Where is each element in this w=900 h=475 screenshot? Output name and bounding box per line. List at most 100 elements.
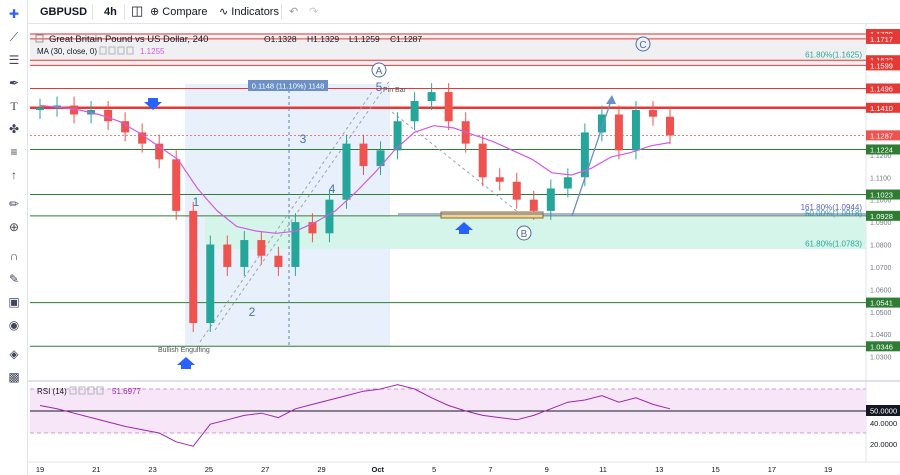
- candle-body: [614, 114, 623, 151]
- rsi-legend-label[interactable]: RSI (14): [37, 387, 67, 396]
- price-badge-label: 1.1023: [870, 191, 893, 200]
- price-tick-label: 1.0600: [870, 287, 892, 294]
- price-badge-label: 1.1717: [870, 35, 893, 44]
- zoom-icon[interactable]: ⊕: [8, 220, 20, 234]
- price-tick-label: 1.0900: [870, 220, 892, 227]
- candle-body: [478, 143, 487, 178]
- chart-title: Great Britain Pound vs US Dollar, 240: [49, 34, 208, 45]
- candle-body: [325, 199, 334, 234]
- fib-icon[interactable]: ≡: [10, 145, 18, 159]
- candle-body: [580, 132, 589, 178]
- candle-body: [359, 143, 368, 167]
- price-badge: [866, 83, 900, 94]
- top-toolbar: GBPUSD 4h ◫ ⊕ Compare ∿ Indicators ↶ ↷: [0, 0, 900, 24]
- candle-body: [121, 121, 130, 133]
- fib-level-label: 161.80%(1.0944): [801, 203, 863, 212]
- price-badge: [866, 55, 900, 66]
- interval-selector[interactable]: 4h: [104, 6, 117, 18]
- ruler-icon[interactable]: ✏: [8, 197, 20, 211]
- more-icon[interactable]: [96, 386, 104, 395]
- price-badge-label: 1.1496: [870, 84, 893, 93]
- wave-c-label: C: [639, 40, 646, 51]
- legend-high: H1.1329: [307, 34, 339, 44]
- legend-close: C1.1287: [390, 34, 422, 44]
- rsi-legend-value: 51.6977: [112, 387, 141, 396]
- trash-icon[interactable]: ▩: [8, 370, 20, 384]
- time-tick-label: 13: [655, 465, 663, 474]
- eye-icon[interactable]: [99, 46, 107, 55]
- candle-body: [291, 222, 300, 267]
- wave-b-label: B: [521, 229, 528, 240]
- price-badge: [866, 60, 900, 71]
- price-tick-label: 1.0500: [870, 310, 892, 317]
- price-badge: [866, 297, 900, 308]
- indicators-button[interactable]: ∿ Indicators: [219, 4, 279, 20]
- horizontal-levels: [30, 33, 866, 347]
- price-tick-label: 1.1200: [870, 153, 892, 160]
- arrow-down-icon: [144, 98, 162, 110]
- candle-body: [648, 110, 657, 117]
- correction-line: [391, 111, 519, 213]
- text-tool-icon[interactable]: T: [10, 99, 18, 113]
- pencil-lock-icon[interactable]: ✎: [8, 272, 20, 286]
- price-badge: [866, 341, 900, 352]
- candle-body: [155, 143, 164, 160]
- brush-icon[interactable]: ✒: [8, 76, 20, 90]
- trendline-icon[interactable]: ⟋: [9, 30, 19, 44]
- measure-label-box[interactable]: [248, 80, 328, 91]
- close-icon[interactable]: [117, 46, 125, 55]
- lock-icon[interactable]: ▣: [8, 295, 20, 309]
- more-icon[interactable]: [126, 46, 134, 55]
- ma-legend-icons: [99, 46, 134, 55]
- bar-style-icon[interactable]: ◫: [131, 3, 144, 18]
- redo-icon[interactable]: ↷: [309, 6, 319, 18]
- candle-body: [240, 240, 249, 267]
- rsi-current-label: 50.0000: [870, 407, 897, 416]
- legend-collapse-icon[interactable]: [35, 34, 44, 43]
- ma-legend-label[interactable]: MA (30, close, 0): [37, 47, 97, 56]
- support-box[interactable]: [440, 211, 544, 219]
- layers-icon[interactable]: ◈: [9, 347, 19, 361]
- indicators-icon: ∿: [219, 6, 229, 18]
- projection-arrowhead-icon: [606, 95, 616, 104]
- price-badge-label: 1.1224: [870, 145, 893, 154]
- wave-4-label: 4: [329, 182, 336, 196]
- horizontal-lines-icon[interactable]: ☰: [8, 53, 20, 67]
- compare-button[interactable]: ⊕ Compare: [150, 4, 208, 20]
- time-tick-label: 9: [545, 465, 549, 474]
- price-badge: [866, 33, 900, 44]
- close-icon[interactable]: [87, 386, 95, 395]
- toolbar-separator: [281, 4, 282, 20]
- eye-icon[interactable]: ◉: [8, 318, 20, 332]
- time-tick-label: 27: [261, 465, 269, 474]
- candle-body: [393, 121, 402, 151]
- undo-icon[interactable]: ↶: [289, 6, 299, 18]
- price-tick-label: 1.0400: [870, 332, 892, 339]
- price-tick-label: 1.1100: [870, 175, 891, 182]
- wave-a-label: A: [376, 66, 383, 77]
- time-tick-label: 29: [317, 465, 325, 474]
- arrow-up-icon: [455, 222, 473, 234]
- symbol-search[interactable]: GBPUSD: [40, 6, 88, 18]
- price-badge-label: 1.0928: [870, 212, 893, 221]
- price-scale[interactable]: [866, 24, 900, 462]
- arrow-up-icon[interactable]: ↑: [11, 168, 17, 182]
- legend-open: O1.1328: [264, 34, 297, 44]
- crosshair-icon[interactable]: ✚: [8, 7, 20, 21]
- pattern-icon[interactable]: ✤: [8, 122, 20, 136]
- eye-icon[interactable]: [69, 386, 77, 395]
- ma-line: [39, 104, 671, 234]
- arrow-up-icon: [177, 357, 195, 369]
- time-tick-label: 11: [599, 465, 607, 474]
- settings-icon[interactable]: [78, 386, 86, 395]
- channel-line-upper: [214, 79, 391, 331]
- time-tick-label: 19: [824, 465, 832, 474]
- candle-body: [223, 244, 232, 267]
- time-scale[interactable]: 19 21 23 25 27 29 Oct 5 7 9 11 13 15 17 19: [36, 465, 833, 474]
- measure-label: 0.1148 (11.10%) 1148: [252, 82, 325, 91]
- magnet-icon[interactable]: ∩: [9, 249, 19, 263]
- fib-support-zone: [205, 217, 866, 249]
- candle-body: [444, 92, 453, 122]
- settings-icon[interactable]: [108, 46, 116, 55]
